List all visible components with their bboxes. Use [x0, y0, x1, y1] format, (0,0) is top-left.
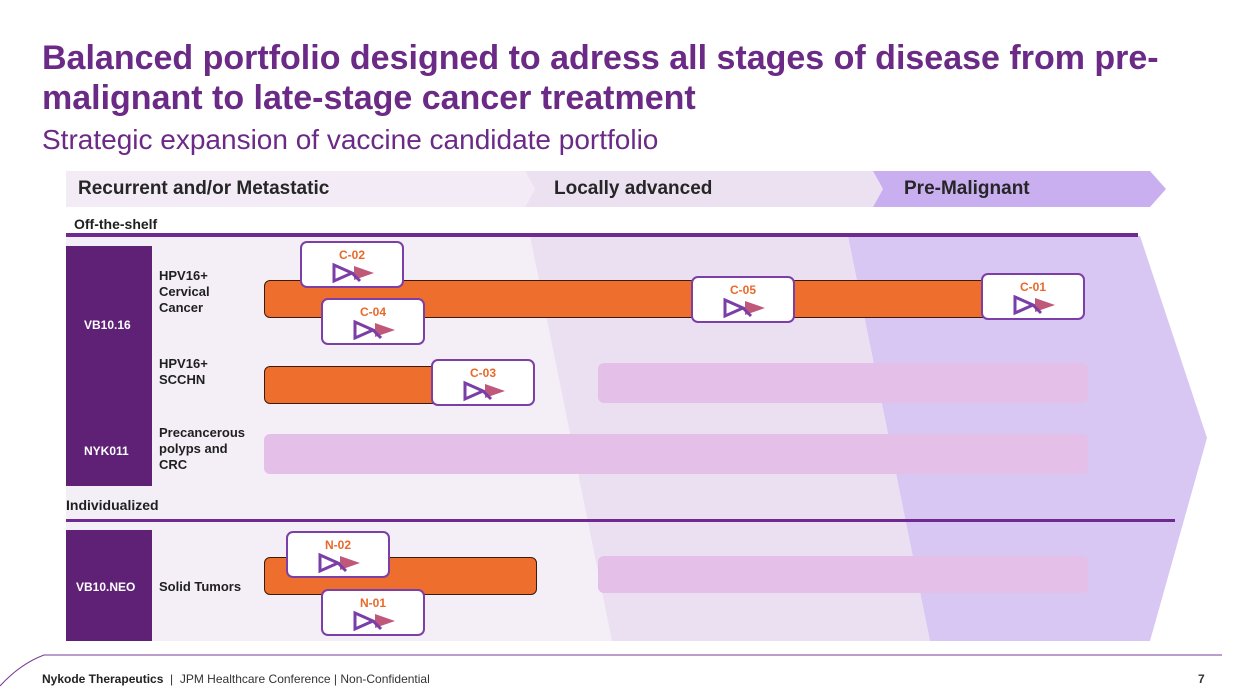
nykode-logo-icon: [353, 610, 395, 632]
page-title: Balanced portfolio designed to adress al…: [42, 39, 1159, 117]
footer-company: Nykode Therapeutics: [42, 672, 164, 686]
trial-badge-c03: C-03: [431, 359, 535, 406]
footer-swoosh: [0, 654, 1222, 687]
stage-band-locally-advanced: [525, 171, 883, 207]
stage-label-recurrent: Recurrent and/or Metastatic: [78, 178, 330, 199]
indication-solid-tumors: Solid Tumors: [159, 579, 242, 594]
indication-scchn: HPV16+ SCCHN: [159, 356, 208, 387]
footer-separator: |: [170, 672, 174, 686]
product-vb1016: VB10.16: [84, 318, 131, 332]
nykode-logo-icon: [1013, 294, 1055, 316]
section-divider-middle: [66, 519, 1175, 522]
trial-code: C-03: [469, 366, 496, 380]
nykode-logo-icon: [463, 380, 505, 402]
planned-bar-scchn: [598, 363, 1088, 403]
trial-badge-n02: N-02: [286, 531, 390, 578]
trial-code: N-01: [359, 596, 386, 610]
nykode-logo-icon: [353, 319, 395, 341]
section-divider-top: [66, 233, 1138, 237]
planned-bar-solid-tumors: [598, 556, 1088, 593]
product-box-vb10neo: [66, 530, 152, 641]
nykode-logo-icon: [318, 552, 360, 574]
trial-badge-c01: C-01: [981, 273, 1085, 320]
nykode-logo-icon: [332, 262, 374, 284]
indication-cervical-cancer: HPV16+ Cervical Cancer: [159, 268, 210, 315]
planned-bar-polyps-crc: [264, 434, 1088, 474]
trial-badge-c02: C-02: [300, 241, 404, 288]
product-box-vb1016-nyk011: [66, 246, 152, 486]
section-label-off-the-shelf: Off-the-shelf: [74, 216, 158, 232]
trial-badge-c05: C-05: [691, 276, 795, 323]
trial-code: C-01: [1019, 280, 1046, 294]
trial-code: C-04: [359, 305, 386, 319]
indication-polyps-crc: Precancerous polyps and CRC: [159, 425, 245, 472]
footer: Nykode Therapeutics | JPM Healthcare Con…: [42, 672, 430, 686]
trial-code: C-05: [729, 283, 756, 297]
trial-code: C-02: [338, 248, 365, 262]
page-subtitle: Strategic expansion of vaccine candidate…: [42, 124, 659, 155]
stage-label-locally-advanced: Locally advanced: [554, 178, 713, 199]
product-vb10neo: VB10.NEO: [76, 580, 136, 594]
stage-band-premalignant: [873, 171, 1166, 207]
trial-code: N-02: [324, 538, 351, 552]
stage-label-premalignant: Pre-Malignant: [904, 178, 1030, 199]
page-number: 7: [1198, 672, 1205, 686]
trial-badge-n01: N-01: [321, 589, 425, 636]
trial-badge-c04: C-04: [321, 298, 425, 345]
footer-text: JPM Healthcare Conference | Non-Confiden…: [179, 672, 430, 686]
section-label-individualized: Individualized: [66, 497, 159, 513]
nykode-logo-icon: [723, 297, 765, 319]
stage-band-recurrent: [66, 171, 535, 207]
product-nyk011: NYK011: [84, 444, 129, 458]
